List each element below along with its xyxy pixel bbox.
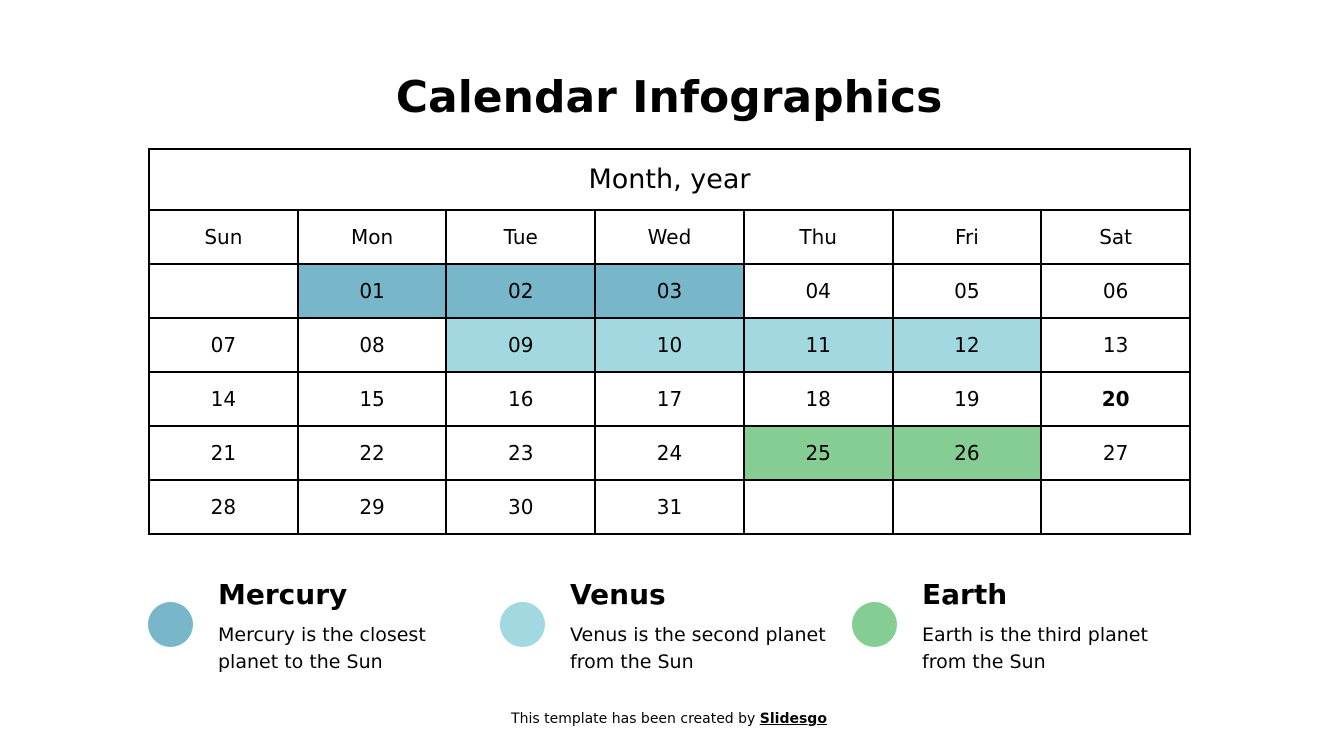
week-row: 28 29 30 31 (148, 479, 1191, 535)
legend-dot (500, 602, 545, 647)
day-header: Thu (742, 209, 894, 265)
date-cell: 15 (296, 371, 448, 427)
week-row: 21 22 23 24 25 26 27 (148, 425, 1191, 481)
date-cell: 09 (445, 317, 597, 373)
legend-title: Venus (570, 578, 666, 611)
date-cell: 02 (445, 263, 597, 319)
date-cell: 21 (148, 425, 299, 481)
date-cell: 11 (742, 317, 894, 373)
legend-item: Earth Earth is the third planet from the … (852, 578, 1192, 688)
week-row: 14 15 16 17 18 19 20 (148, 371, 1191, 427)
date-cell: 25 (742, 425, 894, 481)
date-cell: 14 (148, 371, 299, 427)
legend-item: Venus Venus is the second planet from the… (500, 578, 840, 688)
week-row: 07 08 09 10 11 12 13 (148, 317, 1191, 373)
legend-dot (148, 602, 193, 647)
day-header: Wed (594, 209, 745, 265)
date-cell: 05 (891, 263, 1043, 319)
day-header: Sat (1040, 209, 1191, 265)
empty-cell (891, 479, 1043, 535)
calendar-head: Month, year Sun Mon Tue Wed Thu Fri Sat (148, 148, 1191, 265)
legend-item: Mercury Mercury is the closest planet to … (148, 578, 488, 688)
date-cell: 20 (1040, 371, 1191, 427)
legend-text: Earth is the third planet from the Sun (922, 624, 1148, 673)
date-cell: 12 (891, 317, 1043, 373)
date-cell: 28 (148, 479, 299, 535)
date-cell: 23 (445, 425, 597, 481)
month-caption: Month, year (148, 148, 1191, 211)
date-cell: 27 (1040, 425, 1191, 481)
date-cell: 26 (891, 425, 1043, 481)
day-header: Sun (148, 209, 299, 265)
week-row: 01 02 03 04 05 06 (148, 263, 1191, 319)
legend-text: Venus is the second planet from the Sun (570, 624, 826, 673)
date-cell: 01 (296, 263, 448, 319)
day-row: Sun Mon Tue Wed Thu Fri Sat (148, 209, 1191, 265)
date-cell: 19 (891, 371, 1043, 427)
footer: This template has been created by Slides… (0, 711, 1338, 727)
date-cell: 04 (742, 263, 894, 319)
date-cell: 13 (1040, 317, 1191, 373)
date-cell: 06 (1040, 263, 1191, 319)
date-cell: 29 (296, 479, 448, 535)
date-cell: 03 (594, 263, 745, 319)
footer-text: This template has been created by (511, 711, 756, 727)
date-cell: 24 (594, 425, 745, 481)
calendar-body: 01 02 03 04 05 06 07 08 09 10 11 12 13 14 15 16 17 18 19 20… (148, 263, 1191, 535)
legend-dot (852, 602, 897, 647)
calendar: Month, year Sun Mon Tue Wed Thu Fri Sat 01 02 03… (148, 148, 1191, 535)
date-cell: 30 (445, 479, 597, 535)
date-cell: 17 (594, 371, 745, 427)
legend-text: Mercury is the closest planet to the Sun (218, 624, 426, 673)
date-cell: 10 (594, 317, 745, 373)
day-header: Tue (445, 209, 597, 265)
date-cell: 16 (445, 371, 597, 427)
date-cell: 18 (742, 371, 894, 427)
date-cell: 31 (594, 479, 745, 535)
footer-link[interactable]: Slidesgo (759, 711, 827, 727)
caption-row: Month, year (148, 148, 1191, 211)
legend-title: Earth (922, 578, 1008, 611)
date-cell: 08 (296, 317, 448, 373)
date-cell: 22 (296, 425, 448, 481)
date-cell: 07 (148, 317, 299, 373)
day-header: Fri (891, 209, 1043, 265)
empty-cell (148, 263, 299, 319)
empty-cell (742, 479, 894, 535)
legend-title: Mercury (218, 578, 348, 611)
empty-cell (1040, 479, 1191, 535)
day-header: Mon (296, 209, 448, 265)
title: Calendar Infographics (395, 72, 943, 123)
